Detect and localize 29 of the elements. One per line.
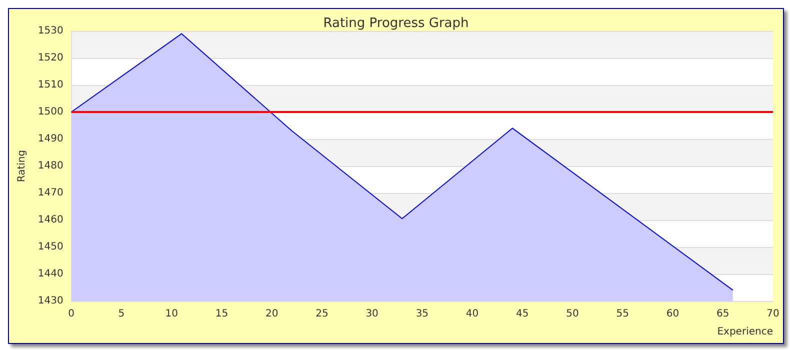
y-tick-label: 1430 [38,296,64,306]
chart-title: Rating Progress Graph [323,16,469,31]
x-tick-label: 70 [766,308,780,320]
x-tick-label: 35 [416,308,429,320]
x-tick-label: 50 [566,308,579,320]
x-tick-label: 15 [215,308,228,320]
x-tick-label: 10 [165,308,178,320]
y-tick-label: 1520 [38,52,64,64]
y-tick-label: 1510 [38,80,64,90]
x-tick-label: 5 [118,308,125,320]
x-tick-label: 25 [316,308,328,320]
y-tick-label: 1530 [38,26,64,36]
y-tick-label: 1440 [38,268,64,280]
x-tick-label: 45 [516,308,529,320]
x-tick-label: 55 [616,308,630,320]
y-tick-label: 1460 [38,214,64,226]
y-axis-title: Rating [16,150,28,182]
x-tick-label: 30 [366,308,378,320]
y-tick-label: 1480 [38,160,64,172]
x-axis-title: Experience [717,326,773,338]
x-tick-label: 20 [265,308,278,320]
x-tick-label: 40 [466,308,479,320]
y-tick-label: 1490 [38,134,64,144]
x-tick-label: 65 [716,308,730,320]
x-tick-label: 0 [68,308,75,320]
x-tick-label: 60 [666,308,680,320]
y-tick-label: 1470 [38,188,64,198]
y-tick-label: 1500 [38,106,64,118]
y-tick-label: 1450 [38,242,64,252]
